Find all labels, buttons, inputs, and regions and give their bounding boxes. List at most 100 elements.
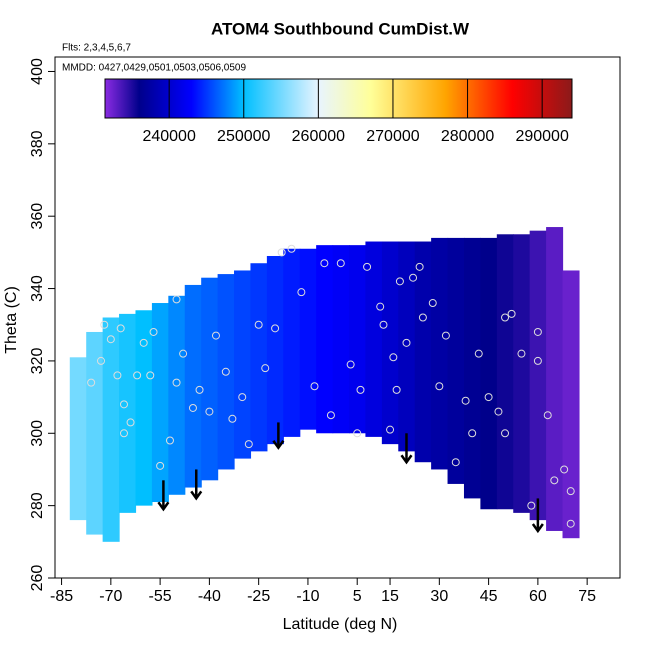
flight-point	[484, 393, 493, 402]
field-cell	[546, 227, 564, 531]
field-cell	[431, 237, 449, 470]
arrow-head	[157, 501, 170, 512]
flight-point	[156, 461, 165, 470]
flight-point	[165, 436, 174, 445]
field-cell	[316, 245, 334, 434]
flight-point	[363, 262, 372, 271]
arrow-head	[400, 454, 413, 465]
flight-point	[221, 367, 230, 376]
field-cell	[168, 295, 186, 495]
flight-point	[533, 356, 542, 365]
flight-point	[254, 320, 263, 329]
flight-point	[441, 331, 450, 340]
field-cell	[496, 234, 514, 510]
flight-point	[139, 338, 148, 347]
flight-point	[96, 356, 105, 365]
flight-point	[179, 349, 188, 358]
flight-point	[566, 487, 575, 496]
y-tick-label: 360	[29, 203, 46, 230]
field-cell	[234, 270, 252, 459]
flight-point	[149, 327, 158, 336]
x-tick-label: 15	[381, 588, 399, 605]
arrow-head	[272, 440, 285, 450]
flight-point	[195, 385, 204, 394]
field-cell	[69, 357, 87, 521]
field-cell	[332, 245, 350, 434]
field-cell	[86, 331, 104, 535]
field-cell	[447, 237, 465, 484]
flight-point	[507, 309, 516, 318]
field-cell	[463, 237, 481, 499]
flight-point	[277, 248, 286, 257]
flight-point	[119, 400, 128, 409]
flight-point	[100, 320, 109, 329]
flight-point	[494, 407, 503, 416]
flight-point	[418, 313, 427, 322]
flight-point	[287, 244, 296, 253]
x-axis-label: Latitude (deg N)	[283, 616, 398, 633]
x-tick-label: 75	[578, 588, 596, 605]
flight-point	[428, 299, 437, 308]
flight-point	[501, 313, 510, 322]
x-tick-label: 45	[480, 588, 498, 605]
field-cell	[266, 255, 284, 445]
field-cell	[365, 241, 383, 437]
x-tick-label: -25	[247, 588, 270, 605]
field-cell	[119, 313, 137, 513]
y-tick-label: 320	[29, 347, 46, 374]
flight-point	[133, 371, 142, 380]
field-cell	[151, 303, 169, 503]
flight-point	[560, 465, 569, 474]
flight-point	[126, 418, 135, 427]
flight-point	[346, 360, 355, 369]
flight-point	[376, 302, 385, 311]
flight-point	[261, 364, 270, 373]
field-cell	[217, 274, 235, 470]
flight-point	[379, 320, 388, 329]
y-tick-label: 380	[29, 130, 46, 157]
flight-point	[435, 382, 444, 391]
flight-point	[310, 382, 319, 391]
flight-point	[87, 378, 96, 387]
field-cell	[299, 248, 317, 430]
flight-point	[415, 262, 424, 271]
colorbar-tick-label: 240000	[142, 128, 195, 145]
flight-point	[353, 429, 362, 438]
x-tick-label: 30	[430, 588, 448, 605]
flight-point	[402, 338, 411, 347]
flight-point	[527, 501, 536, 510]
flight-point	[336, 259, 345, 268]
flight-point	[188, 403, 197, 412]
flight-point	[116, 324, 125, 333]
flight-point	[119, 429, 128, 438]
flight-point	[172, 378, 181, 387]
flight-point	[172, 295, 181, 304]
y-tick-label: 300	[29, 420, 46, 447]
x-tick-label: -40	[198, 588, 221, 605]
flight-point	[356, 385, 365, 394]
flight-point	[395, 277, 404, 286]
flight-point	[566, 519, 575, 528]
flight-point	[211, 331, 220, 340]
colorbar-tick-label: 270000	[366, 128, 419, 145]
flight-point	[320, 259, 329, 268]
colorbar	[104, 78, 573, 119]
flight-point	[409, 273, 418, 282]
flight-point	[517, 349, 526, 358]
flight-point	[543, 411, 552, 420]
flight-point	[392, 385, 401, 394]
x-tick-label: 60	[529, 588, 547, 605]
flight-point	[501, 429, 510, 438]
x-tick-label: -55	[149, 588, 172, 605]
flight-point	[451, 458, 460, 467]
flight-point	[550, 476, 559, 485]
chart-title: ATOM4 Southbound CumDist.W	[211, 19, 470, 38]
flight-point	[106, 335, 115, 344]
field-cell	[250, 263, 268, 452]
subtitle: Flts: 2,3,4,5,6,7	[62, 43, 131, 54]
flight-point	[326, 411, 335, 420]
flight-point	[389, 353, 398, 362]
field-cell	[201, 277, 219, 481]
field-cell	[381, 241, 399, 445]
